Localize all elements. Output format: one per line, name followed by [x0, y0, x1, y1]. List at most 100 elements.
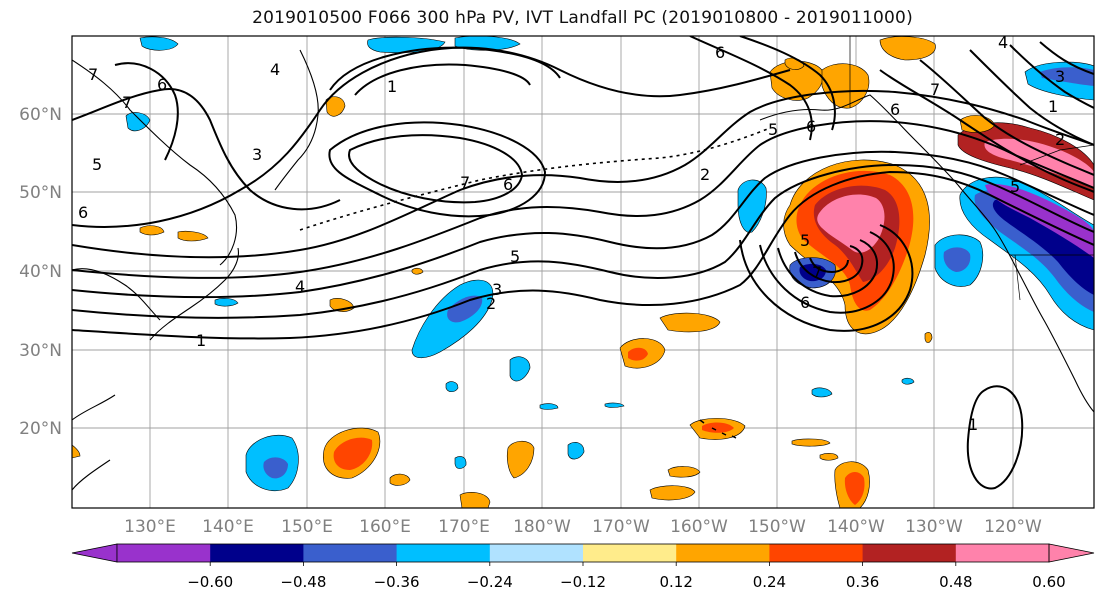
small-negative-2 [567, 442, 585, 460]
contour-label-6g: 6 [806, 117, 816, 136]
pv-contour-9 [328, 121, 547, 218]
pv-nw-contour-b [739, 36, 836, 131]
contour-labels: 1 1 1 1 2 2 2 3 3 3 4 4 4 5 5 5 5 5 6 6 [78, 33, 1065, 434]
colorbar-cell [955, 544, 1050, 562]
colorbar-cell [676, 544, 770, 562]
nw-negative-blob-3 [139, 36, 179, 51]
pv-ne-contour-1 [879, 69, 1094, 193]
small-negative-7 [604, 402, 625, 408]
colorbar: −0.60 −0.48 −0.36 −0.24 −0.12 0.12 0.24 0.36 0.4… [71, 543, 1095, 591]
pnw-negative-band-dark [992, 199, 1094, 295]
colorbar-cell [210, 544, 304, 562]
pos-patch-8 [791, 438, 831, 447]
map-panel: 1 1 1 1 2 2 2 3 3 3 4 4 4 5 5 5 5 5 6 6 [71, 33, 1095, 509]
colorbar-cell [303, 544, 398, 562]
contour-label-2: 2 [486, 294, 496, 313]
lon-label: 160°E [359, 517, 411, 537]
lon-label: 130°W [905, 517, 963, 537]
japan-coastline [149, 247, 239, 341]
pv-low-contour-5 [809, 257, 849, 274]
small-negative-8 [901, 377, 915, 385]
pv-contour-6 [72, 46, 791, 228]
pv-low-contour-1 [739, 224, 914, 332]
contour-label-7e: 7 [812, 263, 822, 282]
lon-label: 140°E [202, 517, 254, 537]
colorbar-tick-label: 0.48 [939, 573, 972, 591]
pv-contour-5 [72, 89, 1094, 259]
colorbar-cell [862, 544, 957, 562]
hawaii-islands [699, 419, 737, 439]
pos-patch-10 [459, 492, 491, 508]
coastlines [72, 36, 1094, 491]
pv-contour-12 [354, 63, 531, 96]
pos-patch-14 [139, 225, 165, 236]
colorbar-tick-labels: −0.60 −0.48 −0.36 −0.24 −0.12 0.12 0.24 0.36 0.4… [187, 562, 1066, 591]
lat-label: 60°N [19, 105, 62, 125]
lat-label: 50°N [19, 183, 62, 203]
colorbar-extend-high [1048, 543, 1095, 563]
contour-label-7c: 7 [88, 65, 98, 84]
lat-label: 30°N [19, 341, 62, 361]
pv-low-contour-3 [777, 239, 878, 298]
small-negative-3 [454, 456, 467, 469]
pos-patch-4-inner [702, 422, 734, 433]
japan-negative [214, 298, 239, 307]
colorbar-cell [117, 544, 211, 562]
contour-label-5: 5 [510, 247, 520, 266]
lon-label: 180°W [513, 517, 571, 537]
pv-contour-11 [329, 46, 561, 91]
pos-patch-sw-inner [333, 437, 373, 470]
inland-negative-patch-inner [943, 247, 971, 272]
pv-contour-8 [114, 62, 179, 161]
pos-patch-6 [649, 485, 696, 501]
map-frame [71, 35, 1095, 509]
figure-title: 2019010500 F066 300 hPa PV, IVT Landfall… [252, 8, 913, 28]
pv-contour-4 [72, 120, 1094, 279]
contour-label-3b: 3 [252, 145, 262, 164]
small-negative-1 [509, 356, 531, 382]
contour-label-5d: 5 [768, 120, 778, 139]
colorbar-extend-low [71, 543, 118, 563]
pv-nw-contour-a [689, 36, 813, 141]
pv-contour-10 [348, 134, 524, 204]
colorbar-tick-label: −0.24 [467, 573, 513, 591]
pos-patch-7 [667, 466, 701, 478]
pv-ne-contour-2 [919, 59, 1094, 176]
lon-label: 170°W [592, 517, 650, 537]
colorbar-cells [71, 543, 1095, 563]
colorbar-tick-label: −0.60 [187, 573, 233, 591]
contour-label-1b: 1 [387, 77, 397, 96]
pos-patch-11 [389, 473, 411, 486]
colorbar-cell [489, 544, 584, 562]
contour-label-1d: 1 [1048, 97, 1058, 116]
map-background [72, 36, 1094, 508]
colorbar-tick-label: −0.36 [374, 573, 420, 591]
contour-label-6f: 6 [78, 203, 88, 222]
pnw-negative-band-purple [985, 184, 1094, 258]
colorbar-tick-label: 0.36 [846, 573, 879, 591]
alaska-positive-patch-3 [879, 36, 936, 61]
contour-label-6d: 6 [890, 100, 900, 119]
pv-se-closed-contour [966, 385, 1024, 490]
small-negative-6 [539, 403, 559, 410]
contour-label-4c: 4 [998, 33, 1008, 52]
central-pacific-negative-inner [447, 295, 483, 323]
pv-low-contour-4 [794, 245, 864, 284]
pos-patch-13 [325, 96, 346, 117]
pos-patch-9 [819, 453, 839, 461]
lon-label: 130°E [124, 517, 176, 537]
lon-label: 170°E [438, 517, 490, 537]
contour-label-1: 1 [196, 331, 206, 350]
contour-label-6c: 6 [157, 75, 167, 94]
contour-label-1c: 1 [968, 415, 978, 434]
colorbar-cell [769, 544, 864, 562]
lon-label: 150°E [281, 517, 333, 537]
colorbar-tick-label: −0.48 [280, 573, 326, 591]
small-negative-5 [811, 387, 833, 398]
colorbar-cell [396, 544, 491, 562]
pos-patch-mid-pacific [659, 312, 721, 333]
contour-label-3c: 3 [1055, 67, 1065, 86]
pv-contour-1 [72, 170, 1094, 340]
colorbar-tick-label: 0.12 [659, 573, 692, 591]
positive-anomaly-core-max [817, 194, 885, 253]
